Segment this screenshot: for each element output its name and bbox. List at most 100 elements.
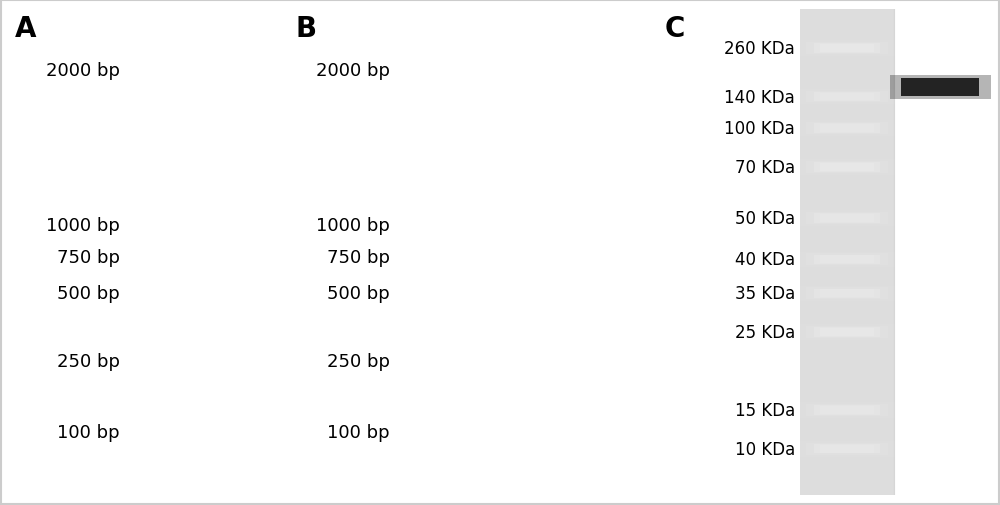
Text: 1000 bp: 1000 bp: [46, 217, 120, 235]
Bar: [167, 66, 199, 76]
Bar: [820, 215, 874, 222]
Bar: [167, 427, 199, 437]
Bar: [792, 402, 901, 418]
Text: 40 KDa: 40 KDa: [735, 251, 795, 269]
Bar: [814, 444, 880, 453]
Bar: [792, 325, 901, 340]
Bar: [429, 64, 477, 77]
Bar: [596, 171, 644, 194]
Bar: [245, 243, 296, 272]
Text: 100 bp: 100 bp: [57, 423, 120, 441]
Bar: [298, 64, 323, 78]
Text: 500 bp: 500 bp: [57, 285, 120, 302]
Bar: [164, 288, 202, 299]
Bar: [239, 239, 303, 276]
Text: 15 KDa: 15 KDa: [735, 401, 795, 419]
Bar: [164, 356, 202, 368]
Bar: [159, 355, 207, 369]
Text: 70 KDa: 70 KDa: [735, 159, 795, 177]
Text: 2000 bp: 2000 bp: [46, 62, 120, 80]
Bar: [820, 125, 874, 133]
Bar: [592, 168, 649, 196]
Text: 25 KDa: 25 KDa: [735, 324, 795, 341]
Bar: [820, 256, 874, 264]
Bar: [429, 355, 477, 368]
Text: 750 bp: 750 bp: [57, 248, 120, 266]
Bar: [820, 445, 874, 452]
Bar: [806, 254, 888, 266]
Bar: [422, 217, 485, 234]
Bar: [429, 425, 477, 438]
Bar: [422, 285, 485, 302]
Bar: [806, 288, 888, 299]
Bar: [792, 41, 901, 57]
Bar: [422, 248, 485, 266]
Bar: [434, 288, 472, 299]
Bar: [429, 287, 477, 300]
Text: 260 KDa: 260 KDa: [724, 40, 795, 58]
Text: 100 bp: 100 bp: [327, 423, 390, 441]
Bar: [152, 247, 215, 267]
Bar: [434, 252, 472, 263]
Bar: [152, 284, 215, 304]
Bar: [434, 221, 472, 231]
Bar: [806, 43, 888, 55]
Bar: [806, 404, 888, 416]
Bar: [820, 329, 874, 336]
Bar: [167, 357, 199, 367]
Bar: [573, 159, 668, 206]
Bar: [806, 162, 888, 174]
Bar: [806, 327, 888, 338]
Text: 35 KDa: 35 KDa: [735, 285, 795, 302]
Bar: [300, 233, 385, 282]
Text: 50 KDa: 50 KDa: [735, 210, 795, 228]
Bar: [806, 213, 888, 224]
Bar: [317, 243, 368, 272]
Text: 250 bp: 250 bp: [327, 352, 390, 371]
Bar: [437, 222, 469, 230]
Text: A: A: [15, 15, 36, 43]
Bar: [159, 64, 207, 78]
Bar: [820, 290, 874, 297]
Bar: [522, 171, 570, 194]
Bar: [814, 214, 880, 223]
Bar: [901, 78, 979, 97]
Bar: [498, 159, 594, 206]
Bar: [814, 289, 880, 298]
Bar: [159, 250, 207, 265]
Bar: [792, 160, 901, 175]
Bar: [167, 252, 199, 262]
Bar: [437, 66, 469, 75]
Bar: [167, 289, 199, 298]
Bar: [806, 91, 888, 103]
Bar: [814, 255, 880, 265]
Bar: [422, 62, 485, 79]
Bar: [422, 423, 485, 440]
Bar: [792, 286, 901, 301]
Bar: [437, 289, 469, 298]
Bar: [792, 121, 901, 137]
Bar: [814, 328, 880, 337]
Bar: [159, 219, 207, 233]
Bar: [321, 245, 364, 270]
Bar: [152, 216, 215, 235]
Bar: [820, 406, 874, 414]
Bar: [295, 62, 326, 80]
Bar: [250, 245, 292, 270]
Text: 1000 bp: 1000 bp: [316, 217, 390, 235]
Text: 500 bp: 500 bp: [327, 285, 390, 302]
Bar: [814, 406, 880, 415]
Bar: [792, 211, 901, 226]
Bar: [159, 425, 207, 439]
Bar: [806, 123, 888, 135]
Text: 10 KDa: 10 KDa: [735, 440, 795, 458]
Bar: [159, 286, 207, 301]
Bar: [152, 352, 215, 371]
Text: B: B: [295, 15, 316, 43]
Bar: [890, 76, 991, 99]
Bar: [164, 251, 202, 263]
Bar: [800, 10, 894, 495]
Text: 250 bp: 250 bp: [57, 352, 120, 371]
Bar: [429, 251, 477, 264]
Bar: [820, 93, 874, 101]
